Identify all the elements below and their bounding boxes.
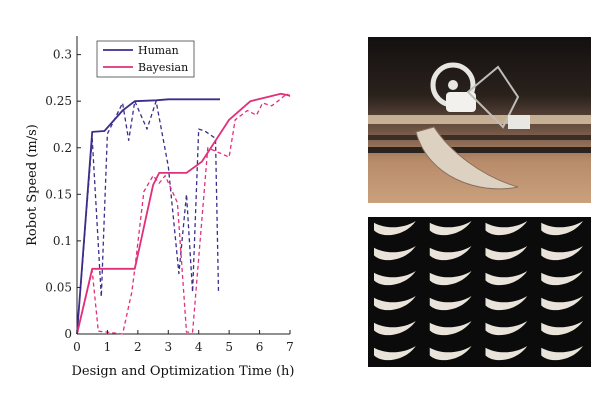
robot-fin	[415, 126, 519, 190]
x-tick-label: 6	[256, 340, 264, 354]
y-tick-label: 0.2	[53, 141, 72, 155]
y-tick-label: 0.05	[45, 280, 72, 294]
fin-prototype	[374, 221, 416, 236]
x-axis-label: Design and Optimization Time (h)	[71, 364, 294, 379]
fin-prototype	[429, 321, 472, 336]
y-axis-label: Robot Speed (m/s)	[25, 124, 40, 246]
series-line-bayesian-dashed	[76, 93, 291, 335]
fin-prototype	[374, 246, 416, 261]
fin-prototype	[541, 296, 583, 311]
rail-base	[368, 147, 591, 153]
fin-prototype	[485, 271, 528, 286]
legend-label-bayesian: Bayesian	[138, 61, 188, 74]
fin-prototype	[374, 346, 416, 361]
series-layer	[76, 92, 291, 335]
y-tick-label: 0	[64, 327, 72, 341]
x-tick-label: 3	[164, 340, 172, 354]
legend-label-human: Human	[138, 44, 179, 57]
fin-prototype	[541, 271, 583, 286]
series-line-human-solid	[76, 98, 220, 335]
fin-prototype	[485, 296, 528, 311]
robot-sensor	[508, 115, 530, 129]
fin-prototype	[374, 296, 416, 311]
rail-track	[368, 115, 591, 124]
fin-prototype	[485, 346, 528, 361]
x-tick-label: 7	[286, 340, 294, 354]
tick-layer: 0 1 2 3 4 5 6 7 0 0.05 0.1 0.15 0.2 0.25 0.3	[45, 48, 294, 354]
fins-photo	[368, 217, 591, 367]
y-tick-label: 0.25	[45, 94, 72, 108]
fin-prototype	[485, 321, 528, 336]
fin-prototype	[485, 246, 528, 261]
x-tick-label: 5	[225, 340, 233, 354]
y-tick-label: 0.3	[53, 48, 72, 62]
fin-prototype	[485, 221, 528, 236]
fin-prototype	[429, 296, 472, 311]
fins-grid	[374, 221, 583, 361]
legend: Human Bayesian	[96, 40, 195, 78]
series-line-bayesian-solid	[76, 92, 291, 335]
robot-photo	[368, 37, 591, 203]
fin-prototype	[429, 271, 472, 286]
fin-prototype	[541, 321, 583, 336]
plot-area	[76, 36, 290, 335]
rail-slot	[368, 135, 591, 140]
y-tick-label: 0.15	[45, 187, 72, 201]
y-tick-label: 0.1	[53, 234, 72, 248]
robot-frame	[466, 65, 520, 129]
fin-prototype	[374, 271, 416, 286]
x-tick-label: 0	[73, 340, 81, 354]
x-tick-label: 2	[134, 340, 142, 354]
x-tick-label: 4	[195, 340, 203, 354]
fin-prototype	[429, 221, 472, 236]
robot-motor	[446, 92, 476, 112]
fin-prototype	[541, 346, 583, 361]
fin-prototype	[429, 246, 472, 261]
fin-prototype	[541, 221, 583, 236]
fin-prototype	[429, 346, 472, 361]
fin-prototype	[374, 321, 416, 336]
legend-box	[96, 40, 195, 78]
series-line-human-dashed	[76, 100, 220, 335]
x-tick-label: 1	[104, 340, 112, 354]
robot-hub	[448, 80, 458, 90]
fin-prototype	[541, 246, 583, 261]
robot-photo-illustration	[368, 62, 591, 190]
